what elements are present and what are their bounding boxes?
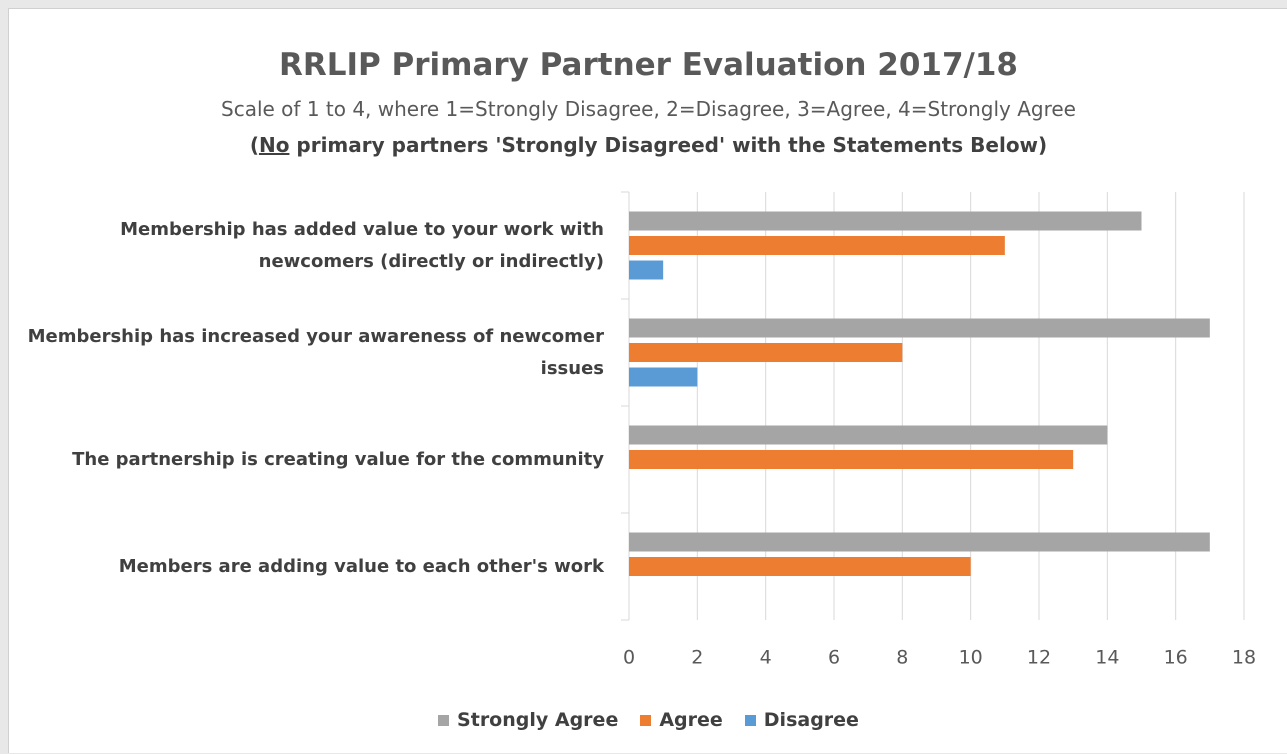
note-text: primary partners 'Strongly Disagreed' wi… (289, 133, 1048, 157)
bar (629, 450, 1074, 469)
legend: Strongly Agree Agree Disagree (9, 709, 1287, 731)
chart-title: RRLIP Primary Partner Evaluation 2017/18 (278, 47, 1019, 83)
chart-subtitle: Scale of 1 to 4, where 1=Strongly Disagr… (221, 97, 1076, 121)
category-label: The partnership is creating value for th… (72, 448, 604, 470)
legend-swatch (744, 714, 756, 726)
x-tick-label: 12 (1027, 647, 1051, 669)
legend-swatch (438, 714, 450, 726)
legend-item: Agree (640, 709, 723, 731)
legend-label: Agree (659, 709, 723, 731)
x-tick-label: 0 (623, 647, 635, 669)
bar (629, 236, 1005, 255)
bar (629, 318, 1210, 338)
bar (629, 367, 698, 387)
legend-label: Strongly Agree (457, 709, 619, 731)
category-label: Members are adding value to each other's… (118, 555, 604, 577)
chart-note: (No primary partners 'Strongly Disagreed… (9, 133, 1287, 157)
x-tick-label: 14 (1095, 647, 1119, 669)
x-tick-label: 6 (828, 647, 840, 669)
bar (629, 425, 1108, 445)
chart-frame: RRLIP Primary Partner Evaluation 2017/18… (8, 8, 1287, 753)
x-tick-label: 8 (896, 647, 908, 669)
bar (629, 343, 903, 362)
bar (629, 532, 1210, 552)
legend-label: Disagree (763, 709, 859, 731)
x-tick-label: 10 (959, 647, 983, 669)
bar (629, 260, 664, 280)
legend-item: Disagree (744, 709, 859, 731)
legend-swatch (640, 714, 652, 726)
note-text: ( (249, 133, 259, 157)
legend-item: Strongly Agree (438, 709, 618, 731)
note-emphasis: No (258, 133, 290, 157)
category-label: Membership has increased your awareness … (27, 325, 604, 379)
category-label: Membership has added value to your work … (120, 218, 604, 272)
bar (629, 557, 971, 576)
x-tick-label: 16 (1164, 647, 1188, 669)
bar (629, 211, 1142, 231)
x-tick-label: 18 (1232, 647, 1256, 669)
x-tick-label: 4 (760, 647, 772, 669)
chart: 0 2 4 6 8 10 12 14 16 18 (621, 191, 1256, 669)
x-tick-label: 2 (691, 647, 703, 669)
